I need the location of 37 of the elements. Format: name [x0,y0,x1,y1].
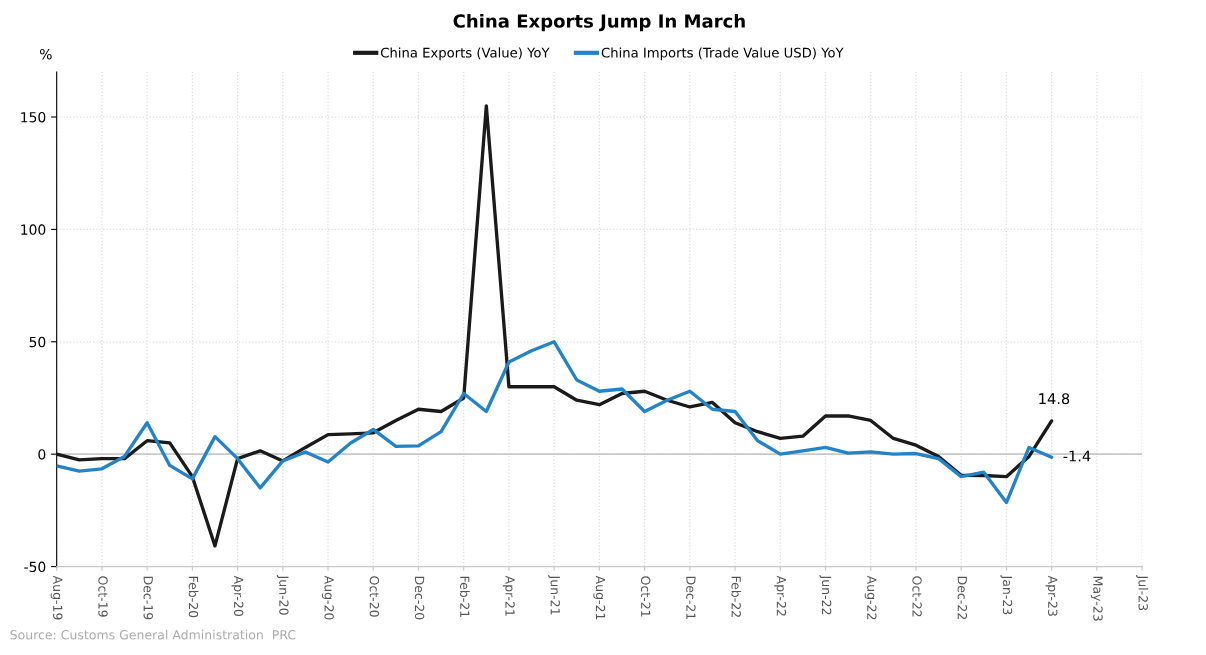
x-tick-label: May-23 [1090,576,1103,621]
x-tick-label: Oct-22 [912,576,922,617]
x-tick-label: Dec-19 [143,576,153,620]
x-tick-label: Apr-21 [502,575,515,616]
annotation: 14.8 [1039,393,1070,405]
y-tick-label: 0 [38,449,46,460]
x-tick-label: Jun-20 [276,574,289,615]
source-note: Source: Customs General Administration PRC [10,629,296,640]
x-tick-label: Aug-20 [321,575,334,620]
chart-title: China Exports Jump In March [453,13,745,32]
legend-label: China Exports (Value) YoY [380,47,550,61]
x-tick-label: Aug-22 [864,575,877,620]
x-tick-label: Jul-23 [1136,574,1149,611]
y-tick-label: -50 [24,561,46,573]
x-tick-label: Dec-21 [686,576,696,620]
x-tick-label: Jan-23 [1000,574,1013,615]
y-tick-label: 150 [21,111,46,123]
y-tick-label: 50 [29,336,46,348]
x-tick-label: Apr-23 [1045,575,1058,616]
x-tick-label: Oct-20 [369,576,380,617]
x-tick-label: Aug-19 [50,575,63,620]
x-tick-label: Dec-20 [414,576,425,620]
y-axis-title: % [40,48,52,60]
x-tick-label: Oct-21 [640,576,651,617]
x-tick-label: Aug-21 [593,575,606,620]
x-tick-label: Apr-22 [774,575,787,616]
x-tick-label: Feb-21 [460,576,470,617]
x-tick-label: Apr-20 [231,575,244,617]
annotation: -1.4 [1063,450,1091,462]
x-tick-label: Oct-19 [98,576,108,617]
x-tick-label: Jun-22 [819,574,832,615]
x-tick-label: Jun-21 [548,574,560,615]
x-tick-label: Dec-22 [957,576,968,619]
x-tick-label: Feb-22 [731,576,742,617]
x-tick-label: Feb-20 [188,576,199,618]
y-tick-label: 100 [21,224,46,235]
legend-label: China Imports (Trade Value USD) YoY [601,47,844,61]
